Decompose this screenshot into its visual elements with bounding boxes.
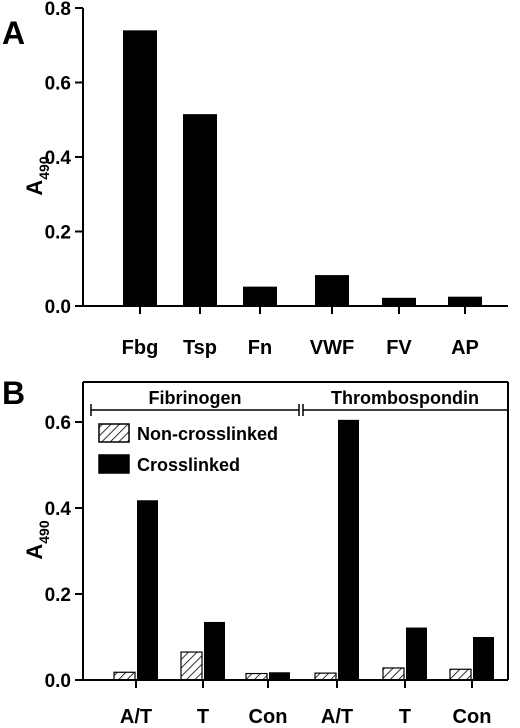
panel-b-y-tick-label: 0.6 [45,413,71,434]
panel-b: B A490 Fibrinogen Thrombospondin Non-cro… [2,375,509,728]
legend-label-non-crosslinked: Non-crosslinked [137,424,278,444]
panel-a-bar-fv [382,297,416,306]
panel-a-x-tick-label: FV [386,337,412,359]
panel-a-bar-fn [243,286,277,306]
panel-b-y-axis-label-main: A [22,544,47,560]
panel-a-bar-tsp [183,114,217,306]
group-bracket-fibrinogen [90,404,300,416]
panel-b-bar-non-crosslinked [314,672,337,681]
panel-b-y-tick-label: 0.4 [45,499,72,520]
panel-a-y-tick-label: 0.6 [45,74,71,95]
legend-swatch-non-crosslinked [98,423,130,443]
panel-b-bar-non-crosslinked [180,651,203,681]
panel-b-bar-crosslinked [338,419,359,680]
panel-a-x-tick-label: AP [451,337,479,359]
panel-b-bar-crosslinked [473,637,494,680]
group-label-fibrinogen: Fibrinogen [149,388,242,408]
panel-a-y-tick-label: 0.8 [45,0,71,20]
panel-b-y-tick-label: 0.0 [45,671,71,692]
panel-a: A A490 0.00.20.40.60.8 Fbg Tsp Fn VWF FV AP [2,0,508,359]
panel-a-y-tick-label: 0.2 [45,223,71,244]
legend: Non-crosslinked Crosslinked [98,423,278,475]
panel-a-label: A [2,15,25,51]
legend-label-crosslinked: Crosslinked [137,455,240,475]
panel-a-bar-fbg [123,30,157,306]
panel-a-y-axis-label-main: A [22,180,47,196]
panel-b-bar-crosslinked [137,500,158,680]
panel-b-x-tick-label: A/T [321,706,353,728]
panel-b-y-tick-label: 0.2 [45,585,71,606]
panel-a-x-tick-label: Tsp [183,337,217,359]
panel-a-x-tick-label: Fbg [122,337,159,359]
panel-a-bar-vwf [315,275,349,306]
panel-b-bar-non-crosslinked [113,671,136,681]
panel-a-x-tick-label: Fn [248,337,272,359]
panel-b-bar-non-crosslinked [382,667,405,681]
panel-b-bar-non-crosslinked [449,668,472,681]
panel-a-bar-ap [448,296,482,306]
panel-b-y-axis-label: A490 [22,520,52,559]
legend-swatch-crosslinked [98,454,130,474]
panel-b-bar-crosslinked [204,621,225,680]
group-label-thrombospondin: Thrombospondin [331,388,479,408]
panel-b-bar-crosslinked [406,627,427,680]
panel-b-x-tick-label: Con [249,706,288,728]
panel-a-y-axis-label: A490 [22,156,52,195]
panel-a-y-tick-label: 0.4 [45,148,72,169]
panel-a-y-axis-label-sub: 490 [36,156,52,180]
panel-b-x-tick-label: T [197,706,209,728]
panel-b-y-axis-label-sub: 490 [36,520,52,544]
panel-b-label: B [2,375,25,411]
panel-a-y-tick-label: 0.0 [45,297,71,318]
panel-b-x-tick-label: A/T [120,706,152,728]
panel-b-x-tick-label: T [399,706,411,728]
panel-b-x-tick-label: Con [453,706,492,728]
panel-a-x-tick-label: VWF [310,337,354,359]
panel-b-bar-crosslinked [269,672,290,680]
